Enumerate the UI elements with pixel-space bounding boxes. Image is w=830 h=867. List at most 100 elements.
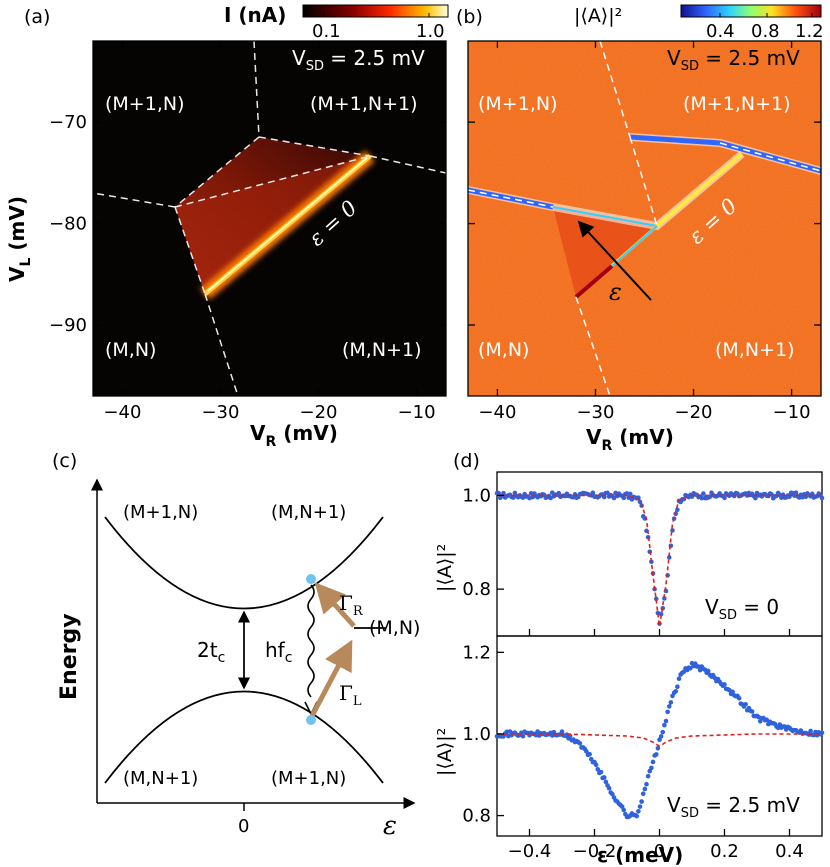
data-point xyxy=(621,495,627,501)
data-point xyxy=(722,682,727,687)
boundary-line xyxy=(258,136,371,157)
data-point xyxy=(644,781,649,787)
y-tick-label: 1.0 xyxy=(462,724,491,745)
data-point xyxy=(663,718,669,724)
data-point xyxy=(655,746,661,751)
colorbar-b-tick-label: 1.2 xyxy=(795,21,824,42)
data-point xyxy=(645,773,651,779)
boundary-line xyxy=(253,40,260,138)
vsd-a-label: V xyxy=(292,46,306,70)
ylabel-a: VL (mV) xyxy=(5,196,34,282)
state-label: (M,N+1) xyxy=(123,768,198,789)
data-point xyxy=(658,734,664,739)
xlabel-b: VR (mV) xyxy=(586,425,674,454)
data-point xyxy=(587,751,592,757)
panel-b: (b) |⟨A⟩|² 0.4 0.8 1.2 xyxy=(456,4,824,454)
region-label: (M+1,N) xyxy=(105,93,184,115)
data-point xyxy=(696,664,701,669)
vsd-a-sub: SD xyxy=(306,59,324,74)
data-point xyxy=(640,791,646,797)
middle-state-label: (M,N) xyxy=(369,617,420,639)
panel-c-label: (c) xyxy=(52,450,77,472)
heatmap-b-vsd: VSD = 2.5 mV xyxy=(667,46,800,74)
gamma-l-label: ΓL xyxy=(339,681,362,709)
region-label: (M+1,N+1) xyxy=(310,93,418,115)
data-point xyxy=(730,689,735,695)
gamma-l-sub: L xyxy=(353,694,362,709)
boundary-line xyxy=(575,296,611,397)
heatmap-a-frame xyxy=(92,40,447,397)
y-tick-label: −70 xyxy=(49,112,87,133)
x-tick-label: −30 xyxy=(201,402,239,423)
ylabel-a-unit: (mV) xyxy=(5,196,29,258)
photon-wave xyxy=(307,584,315,698)
x-tick-label: −20 xyxy=(300,402,338,423)
gap-label-main: 2t xyxy=(197,638,218,662)
colorbar-a-gradient xyxy=(302,4,449,18)
x-tick-label: −0.2 xyxy=(573,841,617,862)
region-label: (M,N) xyxy=(105,339,156,361)
data-point xyxy=(819,495,825,501)
bottom-note-sub: SD xyxy=(681,806,699,821)
colorbar-b-tick-label: 0.4 xyxy=(706,21,735,42)
data-point xyxy=(653,596,659,602)
xlabel-a-unit: (mV) xyxy=(276,421,338,445)
x-tick-label: 0.2 xyxy=(710,841,739,862)
energy-axis-label: Energy xyxy=(57,613,82,700)
data-point xyxy=(653,752,659,757)
boundary-line xyxy=(92,192,176,208)
panel-b-label: (b) xyxy=(456,6,483,28)
data-point xyxy=(666,704,672,709)
boundary-line xyxy=(467,189,554,208)
data-point xyxy=(496,490,501,496)
heatmap-b-frame xyxy=(467,40,822,397)
heatmap-a-vsd: VSD = 2.5 mV xyxy=(292,46,425,74)
data-point xyxy=(665,709,670,715)
state-label: (M+1,N) xyxy=(123,502,198,523)
epsilon-axis-tick-label: 0 xyxy=(238,816,249,837)
top-note-sub: SD xyxy=(719,608,737,623)
vsd-b-value: = 2.5 mV xyxy=(699,46,800,70)
heatmap-b-axes: −40 −30 −20 −10 xyxy=(468,41,821,423)
x-tick-label: −30 xyxy=(576,402,614,423)
colorbar-b: |⟨A⟩|² 0.4 0.8 1.2 xyxy=(574,4,824,42)
data-point xyxy=(666,555,672,560)
data-point xyxy=(637,804,643,809)
y-tick-label: −90 xyxy=(49,315,87,336)
state-label: (M,N+1) xyxy=(271,502,346,523)
x-tick-label: −40 xyxy=(478,402,516,423)
data-point xyxy=(627,491,633,497)
y-tick-label: 1.0 xyxy=(462,485,491,506)
colorbar-b-title: |⟨A⟩|² xyxy=(574,5,622,27)
xlabel-a-main: V xyxy=(250,421,266,445)
data-point xyxy=(634,813,640,819)
vsd-a-value: = 2.5 mV xyxy=(324,46,425,70)
heatmap-a-boundaries xyxy=(92,40,447,397)
data-point xyxy=(749,709,755,714)
ylabel-a-main: V xyxy=(5,266,29,282)
plot-d-xlabel: ε (meV) xyxy=(597,843,683,867)
boundary-line xyxy=(719,142,822,172)
region-label: (M,N+1) xyxy=(715,339,794,361)
plot-d-bottom: 0.8 1.0 1.2 −0.4 −0.2 0 0.2 0.4 xyxy=(462,642,825,862)
data-point xyxy=(668,700,674,705)
bottom-note-label: V xyxy=(667,793,681,817)
plot-d-top-note: VSD = 0 xyxy=(705,595,779,623)
data-point xyxy=(610,791,615,797)
panel-d-label: (d) xyxy=(453,450,480,472)
colorbar-b-gradient xyxy=(680,4,822,18)
state-label: (M+1,N) xyxy=(271,768,346,789)
heatmap-a-resonance-core xyxy=(207,157,368,292)
x-tick-label: −0.4 xyxy=(508,841,552,862)
heatmap-b-noise xyxy=(468,41,821,396)
data-point xyxy=(688,665,693,671)
y-tick-label: −80 xyxy=(49,214,87,235)
gap-label: 2tc xyxy=(197,638,225,666)
boundary-line xyxy=(174,206,206,295)
data-point xyxy=(722,495,727,501)
data-point xyxy=(650,759,656,765)
data-point xyxy=(606,785,612,791)
data-point xyxy=(673,689,679,694)
ylabel-a-sub: L xyxy=(18,258,34,267)
photon-label-main: hf xyxy=(265,638,286,662)
